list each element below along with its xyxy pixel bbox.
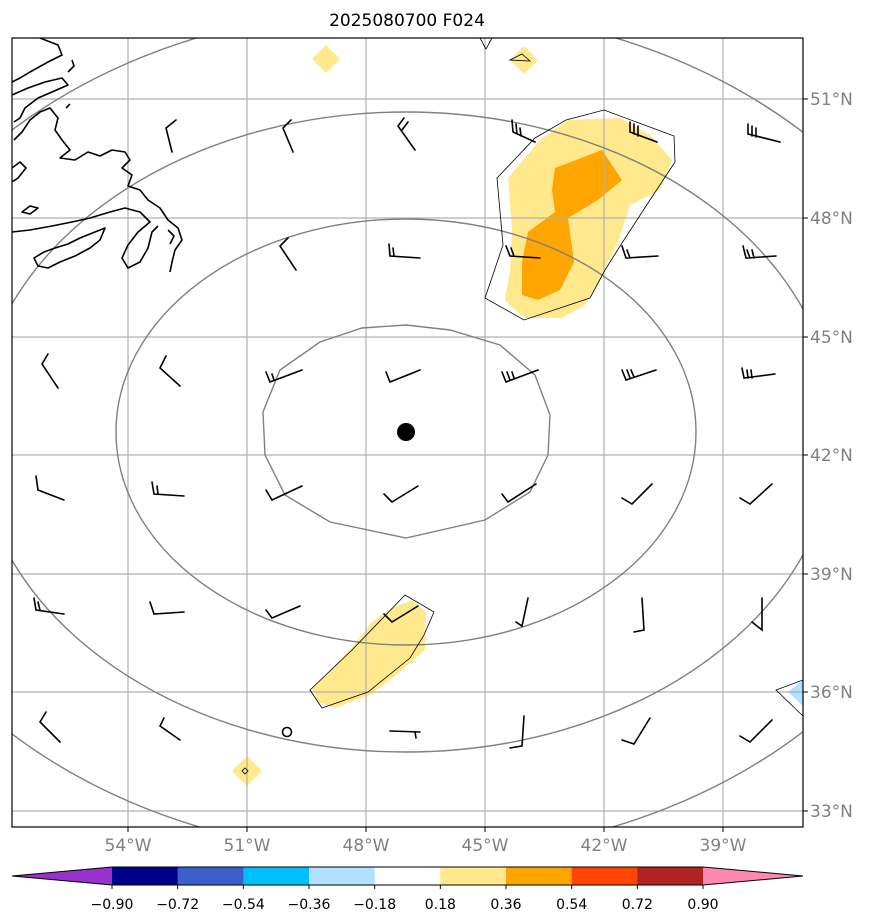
- wind-barb-icon: [265, 485, 303, 502]
- wind-barb-icon: [389, 730, 421, 739]
- lon-labels: 54°W 51°W 48°W 45°W 42°W 39°W: [105, 836, 747, 856]
- lat-label: 51°N: [810, 90, 853, 110]
- wind-barb-icon: [621, 369, 657, 381]
- wind-barb-icon: [501, 483, 537, 504]
- lon-label: 39°W: [700, 836, 747, 856]
- axis-ticks: [127, 98, 808, 832]
- colorbar-segment: [506, 867, 573, 885]
- lat-label: 45°N: [810, 328, 853, 348]
- wind-barb-icon: [41, 353, 59, 389]
- wind-barb-icon: [159, 355, 181, 387]
- wind-barb-icon: [35, 475, 65, 501]
- lon-label: 42°W: [581, 836, 628, 856]
- colorbar-tick-label: 0.72: [622, 897, 653, 913]
- wind-barb-icon: [515, 597, 529, 628]
- colorbar-tick-label: 0.90: [687, 897, 718, 913]
- lat-label: 42°N: [810, 446, 853, 466]
- lon-label: 51°W: [224, 836, 271, 856]
- wind-barb-icon: [278, 237, 297, 271]
- wind-barb-icon: [151, 481, 185, 497]
- colorbar-tick-label: −0.54: [222, 897, 265, 913]
- lat-label: 39°N: [810, 565, 853, 585]
- wind-barb-icon: [33, 597, 65, 615]
- wind-barb-icon: [747, 123, 781, 143]
- wind-barb-icon: [505, 245, 541, 259]
- northeast-core: [522, 150, 622, 300]
- map-area: [12, 38, 803, 827]
- south-region: [312, 600, 426, 708]
- wind-barb-icon: [741, 367, 776, 379]
- coastline: [12, 38, 183, 273]
- colorbar-segment: [112, 867, 179, 885]
- colorbar-segment: [571, 867, 638, 885]
- wind-barb-icon: [149, 601, 185, 615]
- colorbar: [11, 866, 804, 886]
- colorbar-segment: [177, 867, 244, 885]
- colorbar-tick-label: −0.36: [288, 897, 331, 913]
- diamond-patch-2: [510, 46, 538, 74]
- colorbar-segment: [637, 867, 704, 885]
- wind-barb-icon: [751, 597, 763, 632]
- map-frame: [11, 37, 804, 828]
- wind-barb-icon: [383, 605, 419, 624]
- gridlines: [12, 38, 803, 827]
- wind-barb-icon: [165, 119, 177, 153]
- colorbar-segment: [309, 867, 376, 885]
- colorbar-extend-low: [12, 867, 112, 885]
- edge-patch-east: [788, 680, 803, 706]
- lat-label: 36°N: [810, 683, 853, 703]
- wind-barb-icon: [397, 117, 416, 151]
- storm-center-marker: [397, 423, 415, 441]
- wind-barb-icon: [739, 483, 773, 505]
- wind-barb-icon: [739, 719, 773, 744]
- wind-barb-icon: [501, 369, 539, 384]
- colorbar-tick-label: −0.18: [353, 897, 396, 913]
- colorbar-labels: −0.90 −0.72 −0.54 −0.36 −0.18 0.18 0.36 0.54 0.7…: [91, 885, 719, 913]
- lon-label: 48°W: [343, 836, 390, 856]
- range-rings: [12, 38, 803, 827]
- wind-barb-icon: [509, 715, 525, 749]
- colorbar-segment: [374, 867, 441, 885]
- wind-barb-icon: [511, 119, 536, 143]
- colorbar-tick-label: 0.18: [425, 897, 456, 913]
- wind-barb-icon: [383, 485, 419, 504]
- lat-label: 33°N: [810, 802, 853, 822]
- wind-barb-icon: [385, 369, 421, 384]
- colorbar-tick-label: 0.36: [490, 897, 521, 913]
- colorbar-tick-label: −0.72: [156, 897, 199, 913]
- wind-barb-icon: [388, 243, 421, 259]
- map-title: 2025080700 F024: [329, 11, 485, 31]
- wind-barb-icon: [621, 483, 653, 506]
- lon-label: 54°W: [105, 836, 152, 856]
- colorbar-segment: [243, 867, 310, 885]
- wind-barb-icon: [265, 605, 301, 619]
- wind-barb-icon: [742, 245, 777, 259]
- colorbar-tick-label: 0.54: [556, 897, 587, 913]
- wind-barb-icon: [38, 711, 61, 743]
- colorbar-tick-label: −0.90: [91, 897, 134, 913]
- colorbar-segment: [440, 867, 507, 885]
- wind-barb-icon: [621, 245, 659, 259]
- lat-label: 48°N: [810, 209, 853, 229]
- wind-barb-icon: [633, 597, 645, 633]
- wind-barb-icon: [621, 717, 651, 745]
- diamond-patch-1: [312, 45, 340, 73]
- wind-barbs: [33, 117, 781, 749]
- calm-wind-icon: [281, 726, 293, 738]
- wind-barb-icon: [265, 369, 303, 384]
- wind-barb-icon: [629, 121, 658, 143]
- wind-barb-icon: [282, 119, 294, 153]
- contour-lines: [241, 38, 803, 775]
- wind-barb-icon: [158, 717, 181, 741]
- lat-labels: 51°N 48°N 45°N 42°N 39°N 36°N 33°N: [810, 90, 853, 822]
- colorbar-extend-high: [703, 867, 803, 885]
- lon-label: 45°W: [462, 836, 509, 856]
